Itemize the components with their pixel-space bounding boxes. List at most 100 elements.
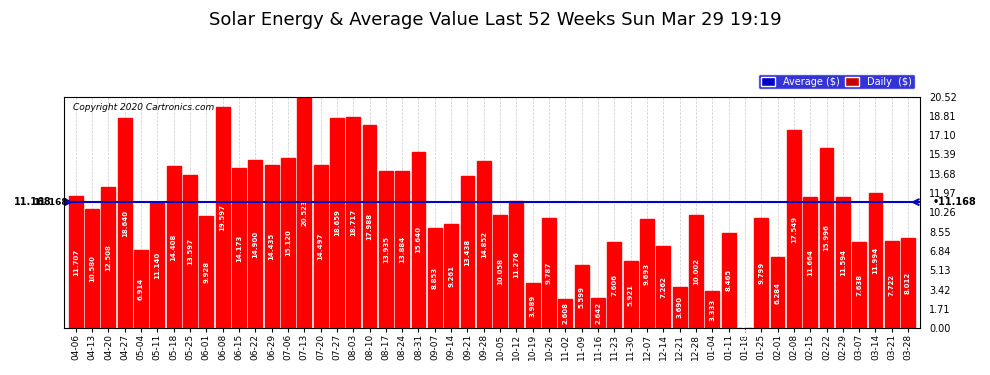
Bar xyxy=(166,165,180,328)
Bar xyxy=(183,175,197,328)
Text: 17.988: 17.988 xyxy=(366,213,372,240)
Text: 13.597: 13.597 xyxy=(187,238,193,265)
Bar xyxy=(558,299,572,328)
Text: 9.261: 9.261 xyxy=(448,265,454,287)
Text: 7.722: 7.722 xyxy=(889,274,895,296)
Text: 10.002: 10.002 xyxy=(693,258,699,285)
Bar xyxy=(101,187,116,328)
Text: 7.262: 7.262 xyxy=(660,276,666,298)
Bar xyxy=(787,130,801,328)
Text: 11.664: 11.664 xyxy=(807,249,813,276)
Bar xyxy=(330,117,344,328)
Bar xyxy=(281,158,295,328)
Text: 12.508: 12.508 xyxy=(105,244,112,271)
Bar xyxy=(297,96,311,328)
Text: 14.173: 14.173 xyxy=(236,235,242,262)
Text: 13.935: 13.935 xyxy=(383,236,389,263)
Text: 15.120: 15.120 xyxy=(285,230,291,256)
Bar xyxy=(770,257,784,328)
Text: Solar Energy & Average Value Last 52 Weeks Sun Mar 29 19:19: Solar Energy & Average Value Last 52 Wee… xyxy=(209,11,781,29)
Bar xyxy=(493,214,507,328)
Bar xyxy=(608,242,622,328)
Text: 6.914: 6.914 xyxy=(138,278,145,300)
Text: 13.884: 13.884 xyxy=(399,236,405,264)
Text: 9.928: 9.928 xyxy=(203,261,209,283)
Text: 8.465: 8.465 xyxy=(726,269,732,291)
Bar xyxy=(362,125,376,328)
Bar xyxy=(428,228,442,328)
Bar xyxy=(575,265,589,328)
Text: 9.693: 9.693 xyxy=(644,262,650,285)
Bar xyxy=(150,202,164,328)
Text: 11.594: 11.594 xyxy=(840,249,845,276)
Text: 15.640: 15.640 xyxy=(416,226,422,254)
Bar xyxy=(248,160,262,328)
Legend: Average ($), Daily  ($): Average ($), Daily ($) xyxy=(757,74,915,89)
Text: 18.640: 18.640 xyxy=(122,209,128,237)
Text: •11.168: •11.168 xyxy=(933,197,976,207)
Bar xyxy=(591,298,605,328)
Bar xyxy=(543,218,556,328)
Bar xyxy=(624,261,638,328)
Text: 14.435: 14.435 xyxy=(268,233,274,260)
Text: 5.599: 5.599 xyxy=(579,286,585,308)
Text: 11.168: 11.168 xyxy=(14,197,51,207)
Text: 2.608: 2.608 xyxy=(562,303,568,324)
Bar xyxy=(134,250,148,328)
Bar xyxy=(379,171,393,328)
Text: 20.523: 20.523 xyxy=(301,199,307,226)
Bar xyxy=(412,152,426,328)
Bar xyxy=(85,209,99,328)
Bar xyxy=(868,193,882,328)
Bar xyxy=(820,148,834,328)
Text: 11.276: 11.276 xyxy=(514,251,520,278)
Bar xyxy=(216,107,230,328)
Text: 14.900: 14.900 xyxy=(252,231,258,258)
Text: 19.597: 19.597 xyxy=(220,204,226,231)
Bar xyxy=(395,171,409,328)
Text: Copyright 2020 Cartronics.com: Copyright 2020 Cartronics.com xyxy=(73,104,214,112)
Text: 14.497: 14.497 xyxy=(318,232,324,260)
Bar xyxy=(526,283,540,328)
Text: 10.058: 10.058 xyxy=(497,258,503,285)
Bar xyxy=(641,219,654,328)
Text: 3.333: 3.333 xyxy=(709,298,715,321)
Bar xyxy=(69,196,83,328)
Bar xyxy=(264,165,278,328)
Bar xyxy=(314,165,328,328)
Text: 0.008: 0.008 xyxy=(742,317,747,339)
Text: 11.168: 11.168 xyxy=(33,198,67,207)
Bar xyxy=(689,215,703,328)
Text: 11.140: 11.140 xyxy=(154,252,160,279)
Bar xyxy=(672,286,686,328)
Bar xyxy=(199,216,213,328)
Text: 2.642: 2.642 xyxy=(595,302,601,324)
Text: 17.549: 17.549 xyxy=(791,216,797,243)
Bar xyxy=(754,217,768,328)
Bar xyxy=(656,246,670,328)
Text: 11.994: 11.994 xyxy=(872,247,878,274)
Text: 9.799: 9.799 xyxy=(758,262,764,284)
Bar xyxy=(803,196,817,328)
Text: 8.853: 8.853 xyxy=(432,267,438,289)
Bar xyxy=(445,224,458,328)
Text: 14.408: 14.408 xyxy=(170,233,176,261)
Bar xyxy=(232,168,246,328)
Text: 18.659: 18.659 xyxy=(334,209,340,236)
Text: 9.787: 9.787 xyxy=(546,262,552,284)
Text: 11.707: 11.707 xyxy=(72,249,79,276)
Bar xyxy=(346,117,360,328)
Text: 7.638: 7.638 xyxy=(856,274,862,296)
Bar xyxy=(477,160,491,328)
Bar xyxy=(460,177,474,328)
Text: 5.921: 5.921 xyxy=(628,284,634,306)
Text: 3.690: 3.690 xyxy=(676,296,683,318)
Bar xyxy=(118,118,132,328)
Bar xyxy=(885,241,899,328)
Text: 6.284: 6.284 xyxy=(774,282,780,304)
Bar xyxy=(705,291,719,328)
Text: 7.606: 7.606 xyxy=(612,274,618,296)
Text: 18.717: 18.717 xyxy=(350,209,356,236)
Bar xyxy=(836,197,849,328)
Bar xyxy=(901,238,915,328)
